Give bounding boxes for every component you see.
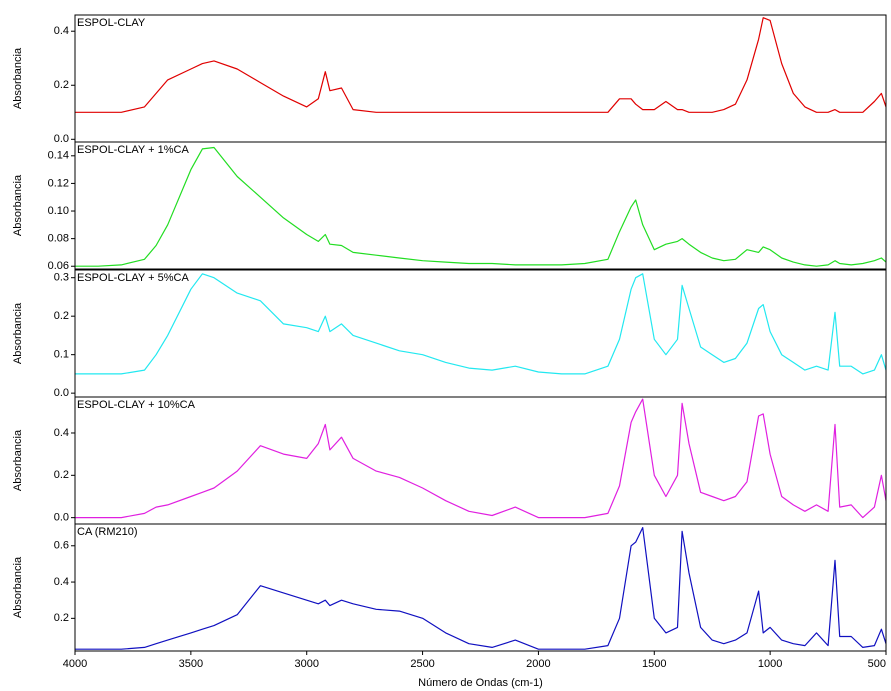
panel-frame (74, 141, 887, 270)
y-tick-label: 0.6 (54, 540, 69, 552)
x-tick-label: 3000 (294, 658, 318, 670)
x-tick-label: 4000 (63, 658, 87, 670)
spectrum-line (75, 527, 886, 650)
y-tick-label: 0.06 (48, 260, 69, 272)
y-tick-label: 0.1 (54, 349, 69, 361)
y-axis-label: Absorbancia (12, 174, 24, 236)
panel-frame (74, 269, 887, 398)
y-axis-label: Absorbancia (12, 556, 24, 618)
spectrum-line (75, 398, 886, 519)
y-tick-label: 0.10 (48, 205, 69, 217)
y-tick-label: 0.08 (48, 233, 69, 245)
panel-frame (74, 523, 887, 652)
y-tick-label: 0.4 (54, 576, 69, 588)
spectrum-line (75, 146, 886, 267)
y-tick-label: 0.12 (48, 177, 69, 189)
y-tick-label: 0.2 (54, 469, 69, 481)
y-tick-label: 0.3 (54, 272, 69, 284)
x-tick-label: 2000 (526, 658, 550, 670)
x-tick-label: 1000 (758, 658, 782, 670)
y-tick-label: 0.2 (54, 612, 69, 624)
y-tick-label: 0.2 (54, 310, 69, 322)
panel-title: ESPOL-CLAY + 10%CA (77, 399, 196, 411)
y-axis-label: Absorbancia (12, 429, 24, 491)
spectrum-line (75, 17, 886, 113)
panel-title: CA (RM210) (77, 526, 138, 538)
x-tick-label: 1500 (642, 658, 666, 670)
y-axis-label: Absorbancia (12, 47, 24, 109)
panel-frame (74, 396, 887, 525)
y-tick-label: 0.4 (54, 427, 69, 439)
panel-title: ESPOL-CLAY (77, 17, 146, 29)
panel-title: ESPOL-CLAY + 1%CA (77, 144, 189, 156)
spectrum-line (75, 273, 886, 375)
panel-title: ESPOL-CLAY + 5%CA (77, 272, 189, 284)
x-tick-label: 2500 (410, 658, 434, 670)
y-tick-label: 0.14 (48, 150, 69, 162)
y-tick-label: 0.0 (54, 512, 69, 524)
y-tick-label: 0.0 (54, 387, 69, 399)
x-tick-label: 500 (868, 658, 886, 670)
x-axis-label: Número de Ondas (cm-1) (418, 677, 543, 689)
y-tick-label: 0.0 (54, 133, 69, 145)
x-tick-label: 3500 (179, 658, 203, 670)
y-tick-label: 0.2 (54, 79, 69, 91)
panel-frame (74, 14, 887, 143)
y-tick-label: 0.4 (54, 25, 69, 37)
y-axis-label: Absorbancia (12, 302, 24, 364)
